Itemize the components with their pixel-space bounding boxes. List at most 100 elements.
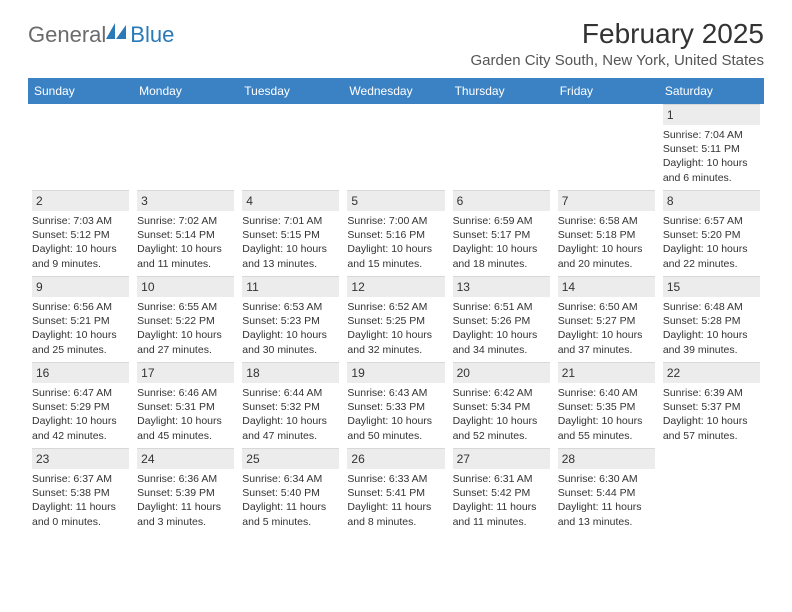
day-details: Sunrise: 6:55 AMSunset: 5:22 PMDaylight:… bbox=[137, 300, 234, 357]
calendar-table: Sunday Monday Tuesday Wednesday Thursday… bbox=[28, 78, 764, 534]
title-block: February 2025 Garden City South, New Yor… bbox=[471, 18, 765, 69]
day-cell: 19Sunrise: 6:43 AMSunset: 5:33 PMDayligh… bbox=[343, 362, 448, 448]
daylight-text: Daylight: 10 hours and 37 minutes. bbox=[558, 328, 655, 356]
day-details: Sunrise: 6:47 AMSunset: 5:29 PMDaylight:… bbox=[32, 386, 129, 443]
day-number: 22 bbox=[663, 362, 760, 383]
day-cell: 18 Sunrise: 6:44 AMSunset: 5:32 PMDayligh… bbox=[238, 362, 343, 448]
day-details: Sunrise: 6:37 AMSunset: 5:38 PMDaylight:… bbox=[32, 472, 129, 529]
sunrise-text: Sunrise: 6:48 AM bbox=[663, 300, 760, 314]
daylight-text: Daylight: 10 hours and 18 minutes. bbox=[453, 242, 550, 270]
week-row: 9 Sunrise: 6:56 AMSunset: 5:21 PMDaylight… bbox=[28, 276, 764, 362]
day-details: Sunrise: 6:56 AMSunset: 5:21 PMDaylight:… bbox=[32, 300, 129, 357]
daylight-text: Daylight: 10 hours and 22 minutes. bbox=[663, 242, 760, 270]
sunset-text: Sunset: 5:25 PM bbox=[347, 314, 444, 328]
day-number: 20 bbox=[453, 362, 550, 383]
week-row: 23Sunrise: 6:37 AMSunset: 5:38 PMDayligh… bbox=[28, 448, 764, 534]
day-cell bbox=[343, 104, 448, 190]
sunset-text: Sunset: 5:16 PM bbox=[347, 228, 444, 242]
daylight-text: Daylight: 10 hours and 42 minutes. bbox=[32, 414, 129, 442]
day-cell: 17Sunrise: 6:46 AMSunset: 5:31 PMDayligh… bbox=[133, 362, 238, 448]
week-row: 16Sunrise: 6:47 AMSunset: 5:29 PMDayligh… bbox=[28, 362, 764, 448]
sunrise-text: Sunrise: 6:42 AM bbox=[453, 386, 550, 400]
day-number: 9 bbox=[32, 276, 129, 297]
day-number: 15 bbox=[663, 276, 760, 297]
weekday-header: Saturday bbox=[659, 78, 764, 104]
day-number: 12 bbox=[347, 276, 444, 297]
sunset-text: Sunset: 5:38 PM bbox=[32, 486, 129, 500]
sunset-text: Sunset: 5:32 PM bbox=[242, 400, 339, 414]
brand-logo: General Blue bbox=[28, 22, 174, 48]
sunset-text: Sunset: 5:37 PM bbox=[663, 400, 760, 414]
sunrise-text: Sunrise: 7:01 AM bbox=[242, 214, 339, 228]
day-number: 18 bbox=[242, 362, 339, 383]
sunset-text: Sunset: 5:14 PM bbox=[137, 228, 234, 242]
day-details: Sunrise: 6:57 AMSunset: 5:20 PMDaylight:… bbox=[663, 214, 760, 271]
sunset-text: Sunset: 5:20 PM bbox=[663, 228, 760, 242]
sunset-text: Sunset: 5:41 PM bbox=[347, 486, 444, 500]
weekday-header-row: Sunday Monday Tuesday Wednesday Thursday… bbox=[28, 78, 764, 104]
day-number: 10 bbox=[137, 276, 234, 297]
sunset-text: Sunset: 5:28 PM bbox=[663, 314, 760, 328]
day-cell: 16Sunrise: 6:47 AMSunset: 5:29 PMDayligh… bbox=[28, 362, 133, 448]
sunrise-text: Sunrise: 7:02 AM bbox=[137, 214, 234, 228]
sunrise-text: Sunrise: 6:47 AM bbox=[32, 386, 129, 400]
day-number: 24 bbox=[137, 448, 234, 469]
sunrise-text: Sunrise: 6:58 AM bbox=[558, 214, 655, 228]
month-title: February 2025 bbox=[471, 18, 765, 50]
day-details: Sunrise: 6:40 AMSunset: 5:35 PMDaylight:… bbox=[558, 386, 655, 443]
sunset-text: Sunset: 5:15 PM bbox=[242, 228, 339, 242]
day-details: Sunrise: 6:33 AMSunset: 5:41 PMDaylight:… bbox=[347, 472, 444, 529]
sunset-text: Sunset: 5:26 PM bbox=[453, 314, 550, 328]
day-cell: 7Sunrise: 6:58 AMSunset: 5:18 PMDaylight… bbox=[554, 190, 659, 276]
day-details: Sunrise: 7:01 AMSunset: 5:15 PMDaylight:… bbox=[242, 214, 339, 271]
daylight-text: Daylight: 10 hours and 34 minutes. bbox=[453, 328, 550, 356]
sunset-text: Sunset: 5:27 PM bbox=[558, 314, 655, 328]
day-details: Sunrise: 6:42 AMSunset: 5:34 PMDaylight:… bbox=[453, 386, 550, 443]
daylight-text: Daylight: 11 hours and 5 minutes. bbox=[242, 500, 339, 528]
day-number: 23 bbox=[32, 448, 129, 469]
day-details: Sunrise: 6:51 AMSunset: 5:26 PMDaylight:… bbox=[453, 300, 550, 357]
day-cell: 2Sunrise: 7:03 AMSunset: 5:12 PMDaylight… bbox=[28, 190, 133, 276]
day-cell: 22Sunrise: 6:39 AMSunset: 5:37 PMDayligh… bbox=[659, 362, 764, 448]
day-cell bbox=[449, 104, 554, 190]
day-cell: 3Sunrise: 7:02 AMSunset: 5:14 PMDaylight… bbox=[133, 190, 238, 276]
day-details: Sunrise: 7:03 AMSunset: 5:12 PMDaylight:… bbox=[32, 214, 129, 271]
daylight-text: Daylight: 10 hours and 11 minutes. bbox=[137, 242, 234, 270]
day-details: Sunrise: 6:30 AMSunset: 5:44 PMDaylight:… bbox=[558, 472, 655, 529]
sunset-text: Sunset: 5:35 PM bbox=[558, 400, 655, 414]
day-number: 7 bbox=[558, 190, 655, 211]
sunrise-text: Sunrise: 6:44 AM bbox=[242, 386, 339, 400]
calendar-body: 1 Sunrise: 7:04 AMSunset: 5:11 PM Daylight… bbox=[28, 104, 764, 534]
day-details: Sunrise: 6:53 AMSunset: 5:23 PMDaylight:… bbox=[242, 300, 339, 357]
day-cell: 26Sunrise: 6:33 AMSunset: 5:41 PMDayligh… bbox=[343, 448, 448, 534]
sunrise-text: Sunrise: 6:51 AM bbox=[453, 300, 550, 314]
sunrise-text: Sunrise: 6:37 AM bbox=[32, 472, 129, 486]
sunrise-text: Sunrise: 7:04 AM bbox=[663, 128, 760, 142]
calendar-page: General Blue February 2025 Garden City S… bbox=[0, 0, 792, 534]
day-details: Sunrise: 7:00 AMSunset: 5:16 PMDaylight:… bbox=[347, 214, 444, 271]
day-number: 27 bbox=[453, 448, 550, 469]
sunset-text: Sunset: 5:11 PM bbox=[663, 142, 760, 156]
daylight-text: Daylight: 11 hours and 11 minutes. bbox=[453, 500, 550, 528]
sunset-text: Sunset: 5:34 PM bbox=[453, 400, 550, 414]
day-details: Sunrise: 6:44 AMSunset: 5:32 PMDaylight:… bbox=[242, 386, 339, 443]
weekday-header: Friday bbox=[554, 78, 659, 104]
day-cell: 10 Sunrise: 6:55 AMSunset: 5:22 PMDayligh… bbox=[133, 276, 238, 362]
sunrise-text: Sunrise: 6:50 AM bbox=[558, 300, 655, 314]
day-number: 25 bbox=[242, 448, 339, 469]
day-cell: 28Sunrise: 6:30 AMSunset: 5:44 PMDayligh… bbox=[554, 448, 659, 534]
daylight-text: Daylight: 10 hours and 27 minutes. bbox=[137, 328, 234, 356]
day-cell: 13Sunrise: 6:51 AMSunset: 5:26 PMDayligh… bbox=[449, 276, 554, 362]
day-details: Sunrise: 6:59 AMSunset: 5:17 PMDaylight:… bbox=[453, 214, 550, 271]
weekday-header: Sunday bbox=[28, 78, 133, 104]
sunrise-text: Sunrise: 6:34 AM bbox=[242, 472, 339, 486]
sunrise-text: Sunrise: 6:52 AM bbox=[347, 300, 444, 314]
daylight-text: Daylight: 11 hours and 0 minutes. bbox=[32, 500, 129, 528]
sunset-text: Sunset: 5:40 PM bbox=[242, 486, 339, 500]
daylight-text: Daylight: 10 hours and 13 minutes. bbox=[242, 242, 339, 270]
week-row: 2Sunrise: 7:03 AMSunset: 5:12 PMDaylight… bbox=[28, 190, 764, 276]
day-number: 1 bbox=[663, 104, 760, 125]
page-header: General Blue February 2025 Garden City S… bbox=[28, 18, 764, 74]
week-row: 1Sunrise: 7:04 AMSunset: 5:11 PMDaylight… bbox=[28, 104, 764, 190]
day-details: Sunrise: 6:43 AMSunset: 5:33 PMDaylight:… bbox=[347, 386, 444, 443]
